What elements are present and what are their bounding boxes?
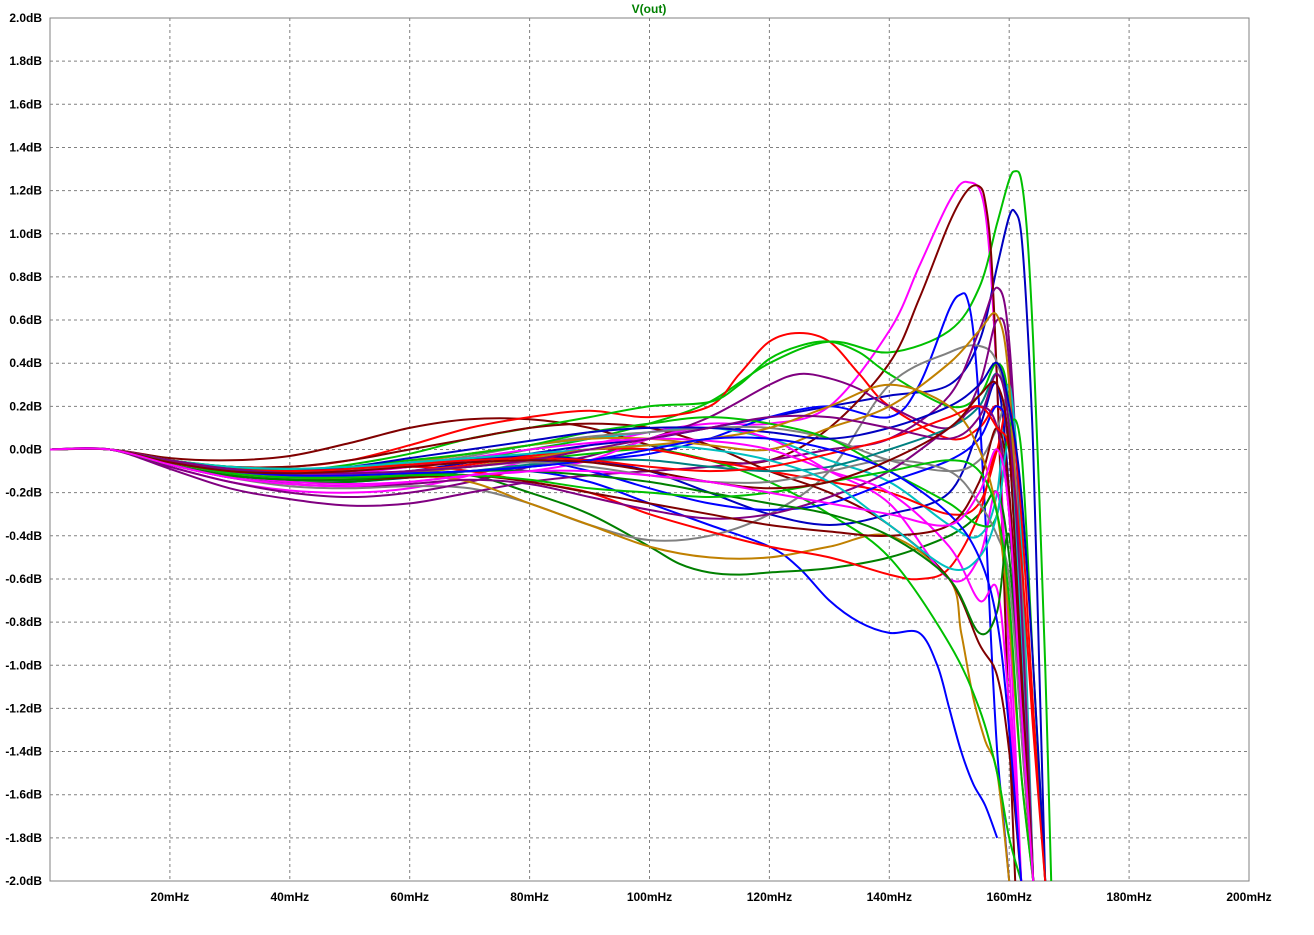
- chart-series: [50, 170, 1053, 881]
- y-tick-label: 0.0dB: [9, 443, 42, 457]
- series-line-3: [50, 208, 1047, 881]
- y-tick-label: 1.6dB: [9, 97, 42, 111]
- series-line-21: [50, 312, 1035, 881]
- series-line-34: [50, 405, 1047, 881]
- y-tick-label: 1.4dB: [9, 140, 42, 154]
- y-tick-label: -1.0dB: [5, 658, 42, 672]
- y-tick-label: -2.0dB: [5, 874, 42, 888]
- y-tick-label: -0.4dB: [5, 529, 42, 543]
- y-tick-label: 2.0dB: [9, 11, 42, 25]
- y-tick-labels: 2.0dB 1.8dB 1.6dB 1.4dB 1.2dB 1.0dB 0.8dB 0.6dB…: [5, 11, 42, 888]
- y-tick-label: -0.2dB: [5, 486, 42, 500]
- x-tick-label: 80mHz: [510, 890, 549, 904]
- series-line-39: [50, 447, 1035, 881]
- y-tick-label: 1.2dB: [9, 184, 42, 198]
- y-tick-label: -0.6dB: [5, 572, 42, 586]
- x-tick-label: 120mHz: [747, 890, 792, 904]
- y-tick-label: 1.8dB: [9, 54, 42, 68]
- series-line-4: [50, 184, 1017, 881]
- y-tick-label: 0.6dB: [9, 313, 42, 327]
- series-line-1: [50, 180, 1023, 881]
- series-line-11: [50, 317, 1035, 881]
- y-tick-label: -1.4dB: [5, 745, 42, 759]
- y-tick-label: 1.0dB: [9, 227, 42, 241]
- series-line-5: [50, 332, 1035, 881]
- x-tick-label: 60mHz: [390, 890, 429, 904]
- y-tick-label: 0.4dB: [9, 356, 42, 370]
- x-tick-label: 100mHz: [627, 890, 672, 904]
- series-line-33: [50, 447, 1035, 881]
- chart-title: V(out): [632, 2, 667, 16]
- y-tick-label: 0.2dB: [9, 399, 42, 413]
- series-line-12: [50, 286, 1035, 881]
- x-tick-label: 200mHz: [1226, 890, 1271, 904]
- series-line-37: [50, 447, 1035, 881]
- series-line-8: [50, 447, 999, 839]
- series-line-23: [50, 372, 1035, 881]
- y-tick-label: -0.8dB: [5, 615, 42, 629]
- x-tick-label: 180mHz: [1106, 890, 1151, 904]
- y-tick-label: -1.6dB: [5, 788, 42, 802]
- series-line-2: [50, 170, 1053, 881]
- series-line-6: [50, 340, 1035, 881]
- x-tick-label: 20mHz: [151, 890, 190, 904]
- y-tick-label: -1.8dB: [5, 831, 42, 845]
- y-tick-label: -1.2dB: [5, 701, 42, 715]
- x-tick-labels: 20mHz 40mHz 60mHz 80mHz 100mHz 120mHz 140mHz 16…: [151, 890, 1272, 904]
- x-tick-label: 40mHz: [270, 890, 309, 904]
- chart-grid: [50, 18, 1249, 881]
- x-tick-label: 160mHz: [987, 890, 1032, 904]
- series-line-18: [50, 426, 1023, 881]
- y-tick-label: 0.8dB: [9, 270, 42, 284]
- series-line-35: [50, 436, 1023, 881]
- x-tick-label: 140mHz: [867, 890, 912, 904]
- series-line-31: [50, 444, 1035, 881]
